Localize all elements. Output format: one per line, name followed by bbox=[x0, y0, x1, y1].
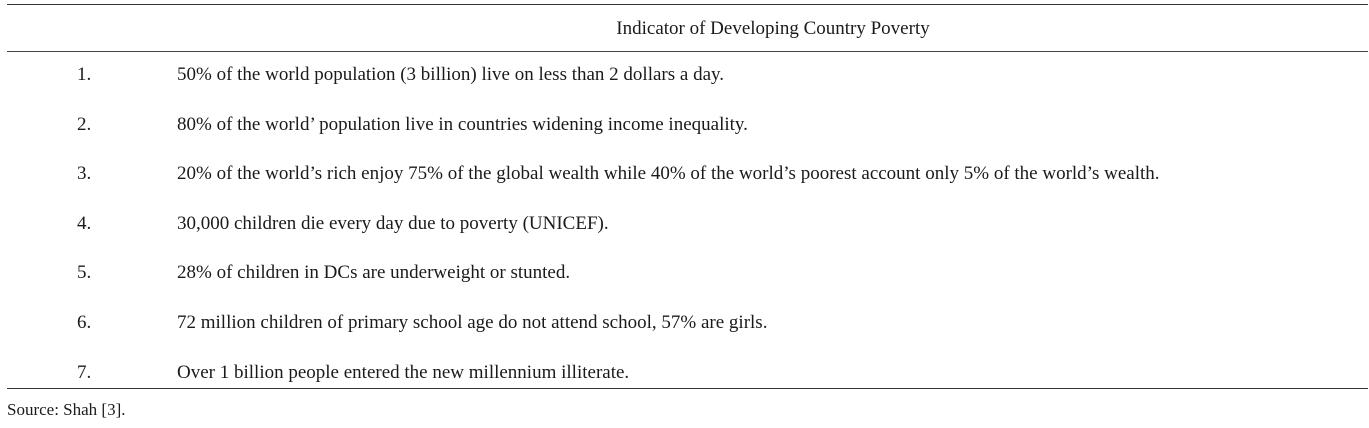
table-row: 6. 72 million children of primary school… bbox=[7, 312, 1368, 362]
row-number: 7. bbox=[77, 361, 92, 383]
row-number: 2. bbox=[77, 113, 92, 135]
table-header-rule bbox=[7, 51, 1368, 52]
row-text: 80% of the world’ population live in cou… bbox=[177, 113, 748, 135]
row-number: 5. bbox=[77, 262, 92, 284]
table-row: 4. 30,000 children die every day due to … bbox=[7, 213, 1368, 263]
table-row: 5. 28% of children in DCs are underweigh… bbox=[7, 262, 1368, 312]
table-body: 1. 50% of the world population (3 billio… bbox=[7, 64, 1368, 411]
row-number: 6. bbox=[77, 311, 92, 333]
table-row: 1. 50% of the world population (3 billio… bbox=[7, 64, 1368, 114]
row-text: 28% of children in DCs are underweight o… bbox=[177, 262, 571, 284]
table-header: Indicator of Developing Country Poverty bbox=[616, 18, 930, 39]
row-number: 1. bbox=[77, 64, 92, 85]
table-top-rule bbox=[7, 4, 1368, 5]
row-text: 20% of the world’s rich enjoy 75% of the… bbox=[177, 163, 1160, 185]
table-bottom-rule bbox=[7, 388, 1368, 389]
row-text: 30,000 children die every day due to pov… bbox=[177, 212, 609, 234]
row-text: Over 1 billion people entered the new mi… bbox=[177, 361, 630, 383]
table-row: 7. Over 1 billion people entered the new… bbox=[7, 362, 1368, 412]
row-text: 72 million children of primary school ag… bbox=[177, 311, 768, 333]
row-text: 50% of the world population (3 billion) … bbox=[177, 64, 725, 85]
table-row: 2. 80% of the world’ population live in … bbox=[7, 114, 1368, 164]
table-row: 3. 20% of the world’s rich enjoy 75% of … bbox=[7, 163, 1368, 213]
row-number: 4. bbox=[77, 212, 92, 234]
row-number: 3. bbox=[77, 163, 92, 185]
source-note: Source: Shah [3]. bbox=[7, 400, 126, 419]
